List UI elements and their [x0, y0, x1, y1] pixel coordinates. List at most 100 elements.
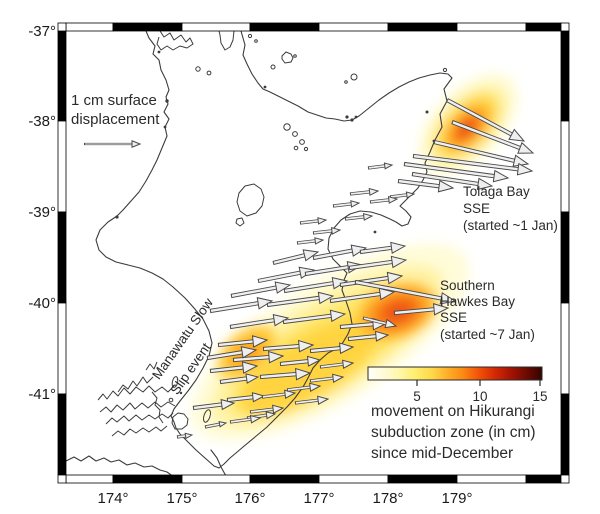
arrow-head [131, 140, 142, 148]
arrow-head [387, 195, 399, 204]
arrow-shaft [350, 191, 370, 195]
arrow-shaft [320, 363, 344, 368]
arrow-shaft [258, 271, 301, 282]
arrow-head [342, 359, 355, 369]
displacement-arrow [259, 367, 312, 381]
arrow-shaft [230, 418, 252, 423]
wellington-harbour [171, 412, 189, 430]
displacement-arrow [312, 226, 342, 235]
displacement-arrow [219, 373, 260, 385]
arrow-shaft [273, 254, 305, 264]
kapiti-island [171, 376, 179, 388]
arrow-head [439, 292, 457, 305]
frame-segment-right [560, 211, 570, 304]
arrow-head [390, 241, 407, 254]
x-axis-tick-label: 174° [97, 490, 128, 507]
displacement-arrow [354, 279, 457, 305]
shb-line2: Hawkes Bay [440, 294, 515, 309]
displacement-arrow [192, 398, 236, 411]
arrow-shaft [363, 317, 387, 325]
displacement-arrow [309, 373, 345, 383]
arrow-shaft [280, 360, 309, 366]
cloudy-bay-coast [210, 449, 227, 475]
arrow-head [339, 342, 355, 355]
displacement-arrow [312, 244, 368, 261]
displacement-arrow [282, 309, 347, 325]
displacement-arrow [217, 335, 269, 348]
caption-line3: since mid-December [371, 445, 513, 462]
arrow-shaft [349, 260, 393, 270]
displacement-arrow [229, 313, 290, 330]
north-island-coastline [95, 31, 453, 469]
displacement-arrow [389, 191, 416, 199]
south-island-coast [66, 455, 173, 475]
frame-segment-left [57, 120, 67, 213]
arrow-head [251, 335, 269, 348]
frame-segment-bottom [112, 474, 183, 484]
frame-segment-bottom [318, 474, 389, 484]
frame-segment-left [57, 393, 67, 476]
frame-segment-top [387, 22, 458, 32]
colorbar: 5 10 15 [367, 366, 548, 404]
arrow-head [240, 346, 258, 359]
frame-segment-top [112, 22, 183, 32]
arrow-shaft [231, 286, 277, 297]
arrow-head [330, 226, 342, 235]
y-axis-tick-label: -41° [28, 386, 56, 403]
frame-segment-bottom [525, 474, 562, 484]
arrow-head [265, 411, 277, 420]
displacement-arrow [446, 98, 526, 142]
arrow-head [268, 350, 285, 364]
shb-line1: Southern [440, 278, 495, 293]
displacement-arrow [451, 120, 535, 154]
displacement-arrow [262, 339, 315, 353]
arrow-shaft [218, 340, 254, 347]
map-interior: Manawatu Slow Slip event Tolaga Bay SSE … [66, 31, 558, 475]
displacement-arrow [266, 291, 335, 308]
colorbar-caption: movement on Hikurangi subduction zone (i… [371, 403, 536, 462]
arrow-head [256, 297, 274, 310]
arrow-head [476, 177, 494, 191]
arrow-head [241, 361, 259, 374]
arrow-head [374, 330, 390, 342]
arrow-head [368, 187, 380, 197]
displacement-arrow [176, 432, 194, 440]
arrow-head [516, 162, 534, 176]
marlborough-sounds [97, 361, 176, 437]
arrow-shaft [263, 344, 300, 351]
southern-hawkes-annotation: Southern Hawkes Bay SSE (started ~7 Jan) [440, 278, 535, 342]
displacement-arrow [204, 421, 228, 429]
scale-arrow-1cm [84, 140, 142, 148]
tolaga-bay-annotation: Tolaga Bay SSE (started ~1 Jan) [463, 184, 558, 233]
arrow-shaft [333, 203, 352, 207]
arrow-shaft [368, 165, 385, 169]
displacement-arrow [319, 359, 355, 369]
arrow-head [517, 141, 535, 154]
caption-line1: movement on Hikurangi [371, 403, 535, 420]
arrow-shaft [394, 308, 435, 315]
arrow-shaft [355, 281, 442, 300]
lake-wairarapa [203, 409, 211, 423]
frame-segment-left [57, 302, 67, 395]
arrow-head [329, 309, 347, 323]
mana-island [168, 397, 174, 403]
frame-corner [560, 22, 570, 32]
displacement-arrow [232, 350, 285, 364]
small-lake [235, 217, 245, 227]
legend-line2: displacement [71, 111, 160, 128]
colorbar-tick-label: 5 [413, 389, 421, 404]
displacement-arrow-field [176, 98, 535, 440]
displacement-arrow [332, 200, 361, 208]
frame-segment-right [560, 120, 570, 213]
arrow-shaft [227, 396, 254, 402]
displacement-arrow [230, 281, 292, 299]
arrow-head [350, 200, 361, 208]
arrow-shaft [305, 265, 349, 276]
x-axis-tick-label: 179° [441, 490, 472, 507]
frame-segment-top [65, 22, 114, 32]
frame-segment-right [560, 302, 570, 395]
arrow-shaft [205, 423, 220, 428]
displacement-arrow [279, 355, 322, 367]
displacement-arrow [347, 330, 390, 342]
displacement-arrow [229, 414, 262, 424]
